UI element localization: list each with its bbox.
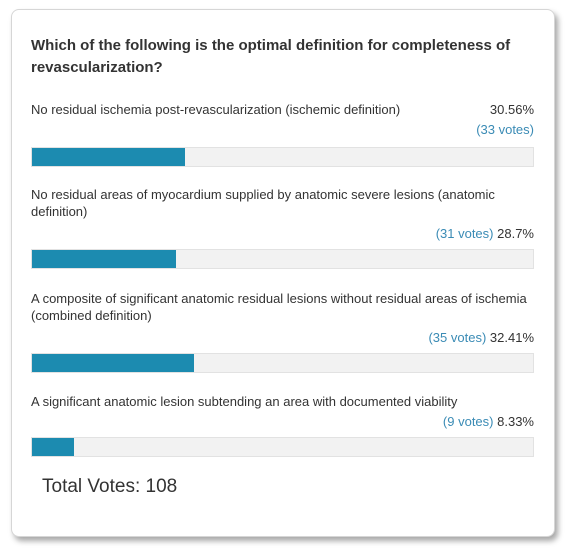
answer-2-bar-fill [32,250,176,268]
answer-1-percent: 30.56% [489,102,534,117]
answer-1-bar [31,147,534,167]
answer-4-text: A significant anatomic lesion subtending… [31,394,458,409]
answer-2-text: No residual areas of myocardium supplied… [31,187,495,219]
answer-3-meta: (35 votes) 32.41% [428,329,534,346]
poll-question: Which of the following is the optimal de… [31,37,511,76]
answer-3-bar-fill [32,354,195,372]
answer-3-bar [31,353,534,373]
answer-4-bar-fill [32,438,74,456]
answer-2-meta: (31 votes) 28.7% [436,225,534,242]
poll-answer-1: No residual ischemia post-revascularizat… [31,101,534,137]
answer-1-votes: (33 votes) [476,122,534,137]
answer-3-votes: (35 votes) [428,330,487,345]
poll-answer-3: A composite of significant anatomic resi… [31,290,534,345]
total-votes: Total Votes: 108 [42,476,178,497]
answer-3-percent: 32.41% [489,330,534,345]
answer-2-bar [31,249,534,269]
answer-4-bar [31,437,534,457]
poll-answer-4: A significant anatomic lesion subtending… [31,393,534,429]
answer-1-text: No residual ischemia post-revascularizat… [31,102,401,117]
answer-1-bar-fill [32,148,186,166]
answer-2-votes: (31 votes) [435,226,494,241]
answer-4-votes: (9 votes) [442,414,494,429]
answer-4-meta: (9 votes) 8.33% [443,413,534,430]
answer-4-percent: 8.33% [497,414,534,429]
answer-2-percent: 28.7% [497,226,534,241]
poll-card: Which of the following is the optimal de… [11,9,555,537]
answer-3-text: A composite of significant anatomic resi… [31,291,527,323]
poll-answer-2: No residual areas of myocardium supplied… [31,186,534,241]
